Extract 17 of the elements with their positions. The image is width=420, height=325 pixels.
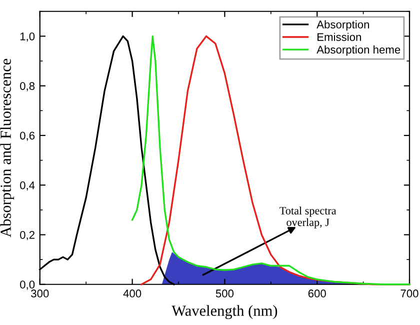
y-tick-label: 1,0 xyxy=(20,32,35,42)
y-tick-label: 0,2 xyxy=(20,231,34,240)
x-axis-title: Wavelength (nm) xyxy=(172,305,278,320)
x-tick-label: 700 xyxy=(400,290,418,298)
annotation: Total spectra overlap, J xyxy=(280,206,336,228)
legend-label: Absorption xyxy=(316,20,370,31)
x-tick-label: 500 xyxy=(216,290,234,298)
y-tick-label: 0,8 xyxy=(20,82,35,92)
y-tick-label: 0,4 xyxy=(20,181,35,191)
y-tick-label: 0,6 xyxy=(20,132,35,141)
x-tick-label: 600 xyxy=(308,290,326,298)
legend-label: Emission xyxy=(318,32,361,42)
y-axis-title: Absorption and Fluorescence xyxy=(0,58,14,238)
x-tick-label: 300 xyxy=(31,290,49,298)
x-tick-label: 400 xyxy=(123,290,142,298)
y-tick-label: 0,0 xyxy=(20,280,35,290)
legend-label: Absorption heme xyxy=(316,45,400,56)
